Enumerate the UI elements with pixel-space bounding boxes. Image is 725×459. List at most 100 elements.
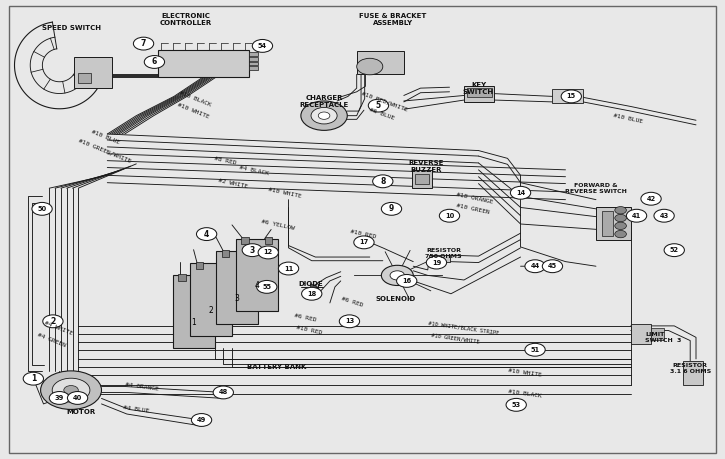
Text: #6 RED: #6 RED <box>294 313 317 322</box>
Circle shape <box>302 287 322 300</box>
FancyBboxPatch shape <box>196 262 203 269</box>
Text: #4 BLACK: #4 BLACK <box>239 165 270 176</box>
Text: 4: 4 <box>204 230 210 239</box>
FancyBboxPatch shape <box>158 50 249 77</box>
Circle shape <box>368 99 389 112</box>
Text: #4 BLUE: #4 BLUE <box>123 405 150 414</box>
FancyBboxPatch shape <box>190 263 232 336</box>
Text: 16: 16 <box>402 278 411 284</box>
Text: #10 BLACK: #10 BLACK <box>507 389 542 399</box>
Text: 19: 19 <box>432 259 441 266</box>
Circle shape <box>615 230 626 238</box>
Text: 14: 14 <box>516 190 525 196</box>
Polygon shape <box>310 284 318 290</box>
Text: 54: 54 <box>258 43 267 49</box>
Circle shape <box>242 244 262 257</box>
FancyBboxPatch shape <box>552 89 583 103</box>
Circle shape <box>133 37 154 50</box>
FancyBboxPatch shape <box>249 66 258 70</box>
Circle shape <box>23 372 44 385</box>
Circle shape <box>311 107 337 124</box>
Text: 7: 7 <box>141 39 146 48</box>
Text: 1: 1 <box>191 318 196 327</box>
Text: #10 ORANGE: #10 ORANGE <box>455 192 493 205</box>
Text: 9: 9 <box>389 204 394 213</box>
Text: #10 WHITE/BLACK STRIPE: #10 WHITE/BLACK STRIPE <box>428 321 500 336</box>
Circle shape <box>390 271 405 280</box>
Text: 8: 8 <box>380 177 386 186</box>
FancyBboxPatch shape <box>236 239 278 311</box>
FancyBboxPatch shape <box>74 57 112 88</box>
Text: 41: 41 <box>632 213 641 219</box>
Circle shape <box>32 202 52 215</box>
Text: 39: 39 <box>55 395 64 401</box>
FancyBboxPatch shape <box>216 251 258 324</box>
Circle shape <box>397 274 417 287</box>
Text: 43: 43 <box>660 213 668 219</box>
Text: DIODE: DIODE <box>298 280 323 287</box>
Text: 2: 2 <box>209 306 213 315</box>
FancyBboxPatch shape <box>241 237 249 244</box>
Text: 52: 52 <box>670 247 679 253</box>
Text: #4 GREEN: #4 GREEN <box>36 333 66 348</box>
Text: #10 BLUE: #10 BLUE <box>613 113 643 124</box>
Text: 12: 12 <box>264 249 273 256</box>
FancyBboxPatch shape <box>9 6 716 453</box>
Text: #10 WHITE: #10 WHITE <box>507 368 542 378</box>
Text: #4 ORANGE: #4 ORANGE <box>125 381 159 392</box>
Text: 2: 2 <box>50 317 56 326</box>
Text: 5: 5 <box>376 101 381 110</box>
Text: 50: 50 <box>38 206 46 212</box>
Text: #10 WHITE: #10 WHITE <box>268 187 302 199</box>
FancyBboxPatch shape <box>415 174 429 184</box>
Text: #10 WHITE: #10 WHITE <box>177 102 210 120</box>
Circle shape <box>301 101 347 130</box>
FancyBboxPatch shape <box>467 88 492 97</box>
Circle shape <box>664 244 684 257</box>
Circle shape <box>43 315 63 328</box>
Circle shape <box>561 90 581 103</box>
Text: KEY
SWITCH: KEY SWITCH <box>463 82 494 95</box>
Text: 15: 15 <box>567 93 576 100</box>
FancyBboxPatch shape <box>464 86 494 102</box>
Text: 49: 49 <box>197 417 206 423</box>
Text: ELECTRONIC
CONTROLLER: ELECTRONIC CONTROLLER <box>160 13 212 26</box>
Circle shape <box>191 414 212 426</box>
FancyBboxPatch shape <box>245 250 252 257</box>
Text: 53: 53 <box>512 402 521 408</box>
Text: 4: 4 <box>254 281 259 291</box>
Circle shape <box>525 260 545 273</box>
Circle shape <box>257 280 277 293</box>
Text: REVERSE
BUZZER: REVERSE BUZZER <box>409 160 444 173</box>
Circle shape <box>41 371 102 409</box>
FancyBboxPatch shape <box>219 262 226 269</box>
Circle shape <box>64 386 78 395</box>
Circle shape <box>641 192 661 205</box>
Circle shape <box>213 386 233 399</box>
Text: 6: 6 <box>152 57 157 67</box>
Text: 18: 18 <box>307 291 316 297</box>
FancyBboxPatch shape <box>651 328 664 340</box>
Circle shape <box>615 214 626 222</box>
Text: #10 RED: #10 RED <box>349 229 376 239</box>
Text: MOTOR: MOTOR <box>67 409 96 415</box>
Text: LIMIT
SWITCH  3: LIMIT SWITCH 3 <box>645 332 682 343</box>
Circle shape <box>278 262 299 275</box>
Text: #4 WHITE: #4 WHITE <box>44 320 73 336</box>
Circle shape <box>49 392 70 404</box>
Text: #10 RED: #10 RED <box>296 325 323 336</box>
Circle shape <box>615 222 626 230</box>
FancyBboxPatch shape <box>602 211 613 236</box>
Text: #6 BLUE: #6 BLUE <box>368 107 394 121</box>
Circle shape <box>506 398 526 411</box>
FancyBboxPatch shape <box>357 51 404 74</box>
Text: 44: 44 <box>531 263 539 269</box>
FancyBboxPatch shape <box>202 274 209 281</box>
Text: 11: 11 <box>284 265 293 272</box>
Circle shape <box>52 378 90 402</box>
Circle shape <box>439 209 460 222</box>
Circle shape <box>258 246 278 259</box>
Text: #10 GREEN/WHITE: #10 GREEN/WHITE <box>78 138 133 163</box>
Circle shape <box>654 209 674 222</box>
Circle shape <box>426 256 447 269</box>
